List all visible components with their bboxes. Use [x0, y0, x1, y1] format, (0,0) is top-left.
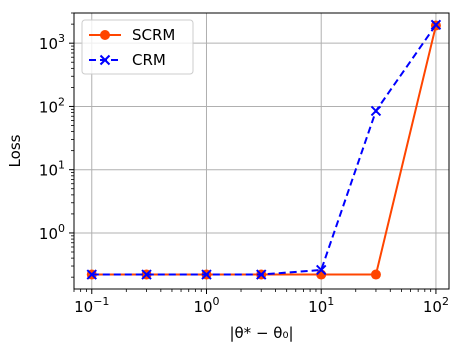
- x-tick-label: 101: [308, 295, 334, 316]
- legend-scrm-label: SCRM: [132, 26, 175, 44]
- legend-scrm-marker: [100, 30, 110, 40]
- x-tick-label: 102: [423, 295, 449, 316]
- ticks: 10−1 100 101 102 100 101 102 103: [39, 12, 449, 316]
- y-tick-label: 101: [39, 159, 65, 180]
- y-tick-label: 103: [39, 32, 65, 53]
- y-tick-label: 100: [39, 222, 65, 243]
- legend-crm-marker: [99, 54, 111, 66]
- scrm-point: [370, 269, 381, 280]
- crm-point: [316, 264, 327, 276]
- x-tick-label: 10−1: [74, 295, 109, 316]
- crm-point: [201, 269, 212, 280]
- crm-point: [430, 19, 442, 31]
- grid: [74, 13, 449, 289]
- crm-point: [256, 269, 267, 280]
- crm-point: [141, 269, 152, 280]
- x-tick-label: 100: [193, 295, 219, 316]
- x-axis-label: |θ* − θ₀|: [229, 324, 293, 342]
- crm-point: [86, 269, 97, 280]
- crm-point: [370, 105, 382, 117]
- series-layer: [86, 19, 442, 280]
- legend-crm-label: CRM: [132, 51, 166, 69]
- y-tick-label: 102: [39, 95, 65, 116]
- y-axis-label: Loss: [6, 134, 24, 167]
- legend: SCRM CRM: [81, 19, 194, 75]
